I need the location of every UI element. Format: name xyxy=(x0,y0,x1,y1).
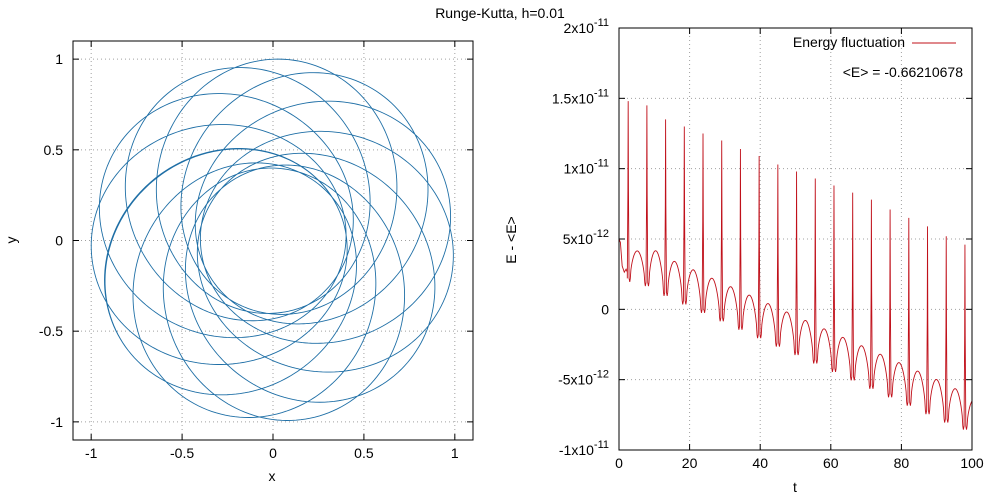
energy-legend: Energy fluctuation xyxy=(793,34,956,50)
legend-label: Energy fluctuation xyxy=(793,34,905,50)
energy-y-tick-label: 2x10-11 xyxy=(564,17,609,36)
mean-energy-annotation: <E> = -0.66210678 xyxy=(843,64,963,80)
energy-y-tick-label: 0 xyxy=(601,301,609,317)
orbit-x-tick-label: -0.5 xyxy=(170,445,194,461)
orbit-y-tick-label: -0.5 xyxy=(39,323,63,339)
energy-x-tick-label: 20 xyxy=(682,455,698,471)
energy-plot-frame xyxy=(618,27,973,451)
energy-y-tick-label: 1x10-11 xyxy=(564,158,609,177)
orbit-x-tick-label: -1 xyxy=(85,445,98,461)
orbit-x-tick-label: 1 xyxy=(451,445,459,461)
orbit-ticks: -1 -0.5 0 0.5 1 -1 -0.5 0 0.5 1 xyxy=(39,41,473,461)
energy-x-tick-label: 80 xyxy=(894,455,910,471)
orbit-y-tick-label: 0 xyxy=(55,233,63,249)
energy-y-tick-label: 1.5x10-11 xyxy=(552,87,609,106)
orbit-y-tick-label: -1 xyxy=(51,414,64,430)
energy-y-tick-label: -1x10-11 xyxy=(559,439,609,458)
energy-x-tick-label: 0 xyxy=(615,455,623,471)
orbit-y-axis-label: y xyxy=(3,237,19,244)
figure-title: Runge-Kutta, h=0.01 xyxy=(435,5,565,21)
energy-y-axis-label: E - <E> xyxy=(503,216,519,263)
energy-y-tick-label: 5x10-12 xyxy=(563,228,609,247)
energy-grid xyxy=(619,28,972,450)
energy-x-axis-label: t xyxy=(793,479,797,495)
orbit-x-axis-label: x xyxy=(269,468,276,484)
energy-x-tick-label: 40 xyxy=(752,455,768,471)
orbit-x-tick-label: 0.5 xyxy=(354,445,374,461)
energy-x-tick-label: 60 xyxy=(823,455,839,471)
energy-panel: 0 20 40 60 80 100 -1x10-11 -5x10-12 0 5x10-12 1x10… xyxy=(503,17,984,495)
orbit-x-tick-label: 0 xyxy=(269,445,277,461)
orbit-series-line xyxy=(90,58,454,421)
energy-x-tick-label: 100 xyxy=(960,455,984,471)
orbit-plot-frame xyxy=(72,40,474,441)
orbit-panel: -1 -0.5 0 0.5 1 -1 -0.5 0 0.5 1 x y xyxy=(3,40,474,484)
energy-ticks: 0 20 40 60 80 100 -1x10-11 -5x10-12 0 5x10-12 1x10… xyxy=(552,17,984,471)
energy-y-tick-label: -5x10-12 xyxy=(558,369,609,388)
orbit-y-tick-label: 0.5 xyxy=(44,142,64,158)
orbit-grid xyxy=(73,41,473,440)
energy-series-line xyxy=(618,101,973,430)
orbit-y-tick-label: 1 xyxy=(55,51,63,67)
